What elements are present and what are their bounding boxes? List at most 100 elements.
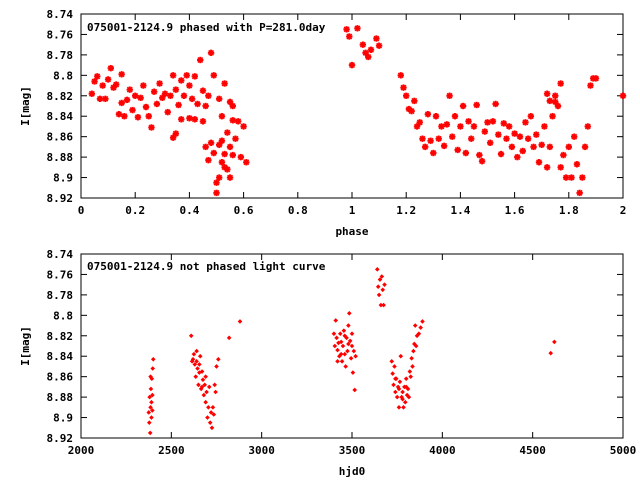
phased-data-point — [221, 150, 228, 158]
unphased-data-point — [197, 353, 203, 359]
unphased-y-tick-label: 8.92 — [47, 432, 74, 445]
phased-y-tick-label: 8.92 — [47, 192, 74, 205]
unphased-panel: 8.74 8.76 8.78 8.8 8.82 8.84 8.86 8.88 8.9 8.92 2… — [19, 248, 636, 478]
unphased-data-point — [226, 335, 232, 341]
unphased-data-point — [189, 359, 195, 364]
phased-x-tick-label: 2 — [620, 204, 627, 217]
phased-x-tick-label: 1.8 — [559, 204, 579, 217]
unphased-data-point — [203, 399, 208, 405]
phased-data-point — [427, 137, 434, 144]
phased-data-point — [438, 123, 445, 130]
phased-data-point — [131, 92, 139, 99]
phased-x-tick-label: 1.6 — [505, 204, 525, 217]
phased-data-point — [530, 143, 537, 151]
phased-y-tick-label: 8.84 — [47, 110, 74, 123]
unphased-data-point — [146, 420, 152, 425]
phased-data-point — [104, 76, 112, 83]
phased-data-point — [562, 174, 570, 181]
phased-data-point — [213, 189, 220, 197]
phased-data-point — [571, 133, 578, 140]
unphased-data-point — [188, 333, 194, 339]
phased-data-point — [476, 151, 483, 159]
unphased-data-point — [148, 386, 154, 392]
unphased-data-point — [552, 339, 557, 345]
phased-data-point — [343, 26, 350, 33]
phased-data-point — [375, 42, 383, 49]
unphased-data-point — [348, 355, 354, 361]
unphased-data-point — [389, 359, 395, 364]
phased-data-point — [397, 72, 404, 79]
phased-data-point — [186, 115, 193, 122]
unphased-data-point — [347, 338, 353, 344]
phased-data-point — [524, 135, 532, 142]
unphased-data-point — [393, 389, 398, 395]
unphased-data-point — [406, 394, 412, 400]
phased-data-point — [576, 189, 583, 197]
unphased-data-point — [338, 339, 344, 345]
unphased-data-point — [380, 287, 386, 293]
phased-data-point — [178, 77, 185, 84]
phased-y-tick-label: 8.74 — [47, 8, 74, 21]
unphased-data-point — [214, 364, 219, 369]
phased-data-point — [191, 73, 199, 80]
phased-data-point — [229, 102, 236, 110]
unphased-y-tick-label: 8.78 — [47, 289, 74, 302]
phased-data-point — [560, 151, 567, 159]
unphased-data-point — [349, 343, 355, 349]
unphased-data-point — [351, 348, 357, 354]
phased-data-point — [205, 92, 212, 99]
unphased-x-tick-label: 4000 — [429, 444, 456, 457]
phased-data-point — [167, 92, 174, 99]
phased-chart-title: 075001-2124.9 phased with P=281.0day — [87, 21, 326, 34]
unphased-data-point — [416, 331, 422, 337]
unphased-data-point — [237, 319, 243, 324]
unphased-data-point — [341, 328, 347, 333]
phased-data-point — [440, 142, 448, 150]
unphased-data-point — [335, 359, 340, 364]
phased-data-point — [408, 107, 415, 115]
unphased-data-point — [410, 364, 415, 369]
unphased-data-point — [398, 353, 404, 359]
unphased-data-point — [420, 319, 425, 324]
phased-data-point — [421, 143, 429, 151]
unphased-y-tick-label: 8.74 — [47, 248, 74, 261]
unphased-data-point — [346, 323, 351, 328]
unphased-data-point — [150, 356, 156, 362]
phased-data-point — [527, 113, 535, 120]
phased-data-point — [468, 135, 475, 142]
phased-data-point — [346, 33, 353, 40]
unphased-data-point — [337, 331, 343, 337]
unphased-data-point — [412, 323, 418, 328]
unphased-data-point — [411, 348, 416, 354]
phased-x-tick-label: 0.4 — [179, 204, 199, 217]
phased-data-point — [96, 95, 104, 103]
unphased-data-point — [378, 302, 384, 308]
phased-data-point — [522, 119, 529, 126]
unphased-data-point — [205, 415, 210, 420]
unphased-data-point — [400, 396, 405, 402]
phased-data-point — [118, 71, 125, 78]
unphased-x-ticks: 2000 2500 3000 3500 4000 4500 5000 — [68, 254, 637, 457]
unphased-data-point — [147, 430, 153, 436]
phased-data-point — [232, 135, 239, 142]
unphased-data-point — [381, 302, 386, 308]
unphased-data-point — [394, 394, 400, 400]
phased-x-tick-label: 0.8 — [288, 204, 308, 217]
unphased-x-tick-label: 2500 — [158, 444, 185, 457]
phased-y-tick-label: 8.8 — [53, 69, 73, 82]
phased-data-point — [508, 143, 516, 151]
phased-data-point — [481, 128, 488, 135]
unphased-data-point — [206, 405, 211, 410]
phased-data-point — [511, 130, 518, 137]
unphased-data-point — [409, 355, 414, 361]
phased-data-point — [229, 151, 236, 159]
unphased-data-point — [382, 282, 387, 287]
unphased-data-point — [331, 331, 337, 337]
unphased-x-tick-label: 5000 — [610, 444, 637, 457]
unphased-data-point — [400, 389, 405, 395]
unphased-data-point — [149, 376, 155, 382]
phased-data-point — [142, 103, 150, 111]
phased-data-point — [419, 135, 426, 142]
